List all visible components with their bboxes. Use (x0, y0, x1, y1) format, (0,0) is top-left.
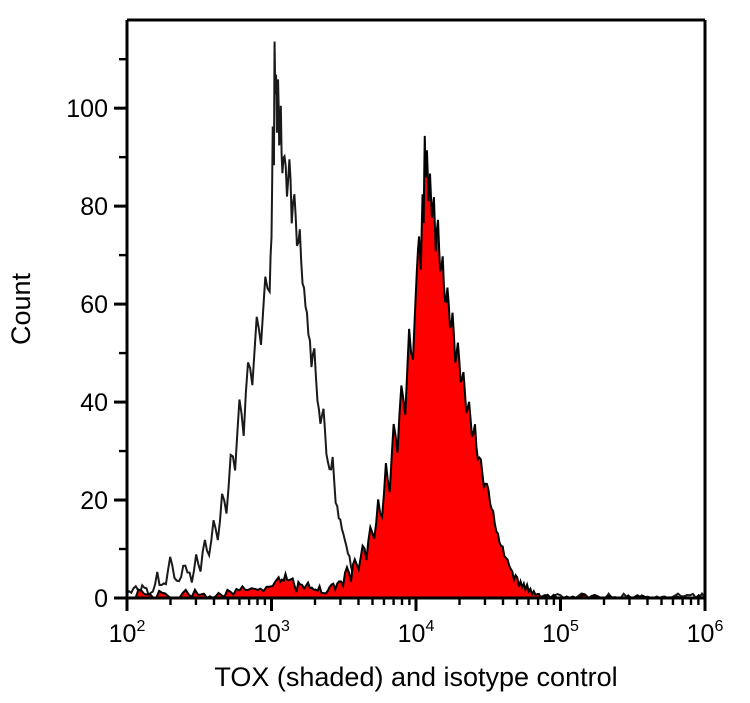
y-tick-label: 80 (80, 193, 108, 221)
y-tick-label: 60 (80, 291, 108, 319)
y-tick-label: 100 (66, 95, 108, 123)
histogram-fill-tox (127, 135, 705, 598)
x-axis-title: TOX (shaded) and isotype control (214, 662, 617, 692)
y-tick-label: 40 (80, 389, 108, 417)
y-tick-label: 0 (94, 585, 108, 613)
y-tick-label: 20 (80, 487, 108, 515)
plot-frame (125, 18, 707, 600)
y-axis-major-ticks (114, 106, 127, 600)
y-axis-tick-labels: 0 20 40 60 80 100 (66, 95, 108, 613)
x-axis-major-ticks (125, 598, 707, 611)
y-axis-title: Count (6, 272, 36, 345)
